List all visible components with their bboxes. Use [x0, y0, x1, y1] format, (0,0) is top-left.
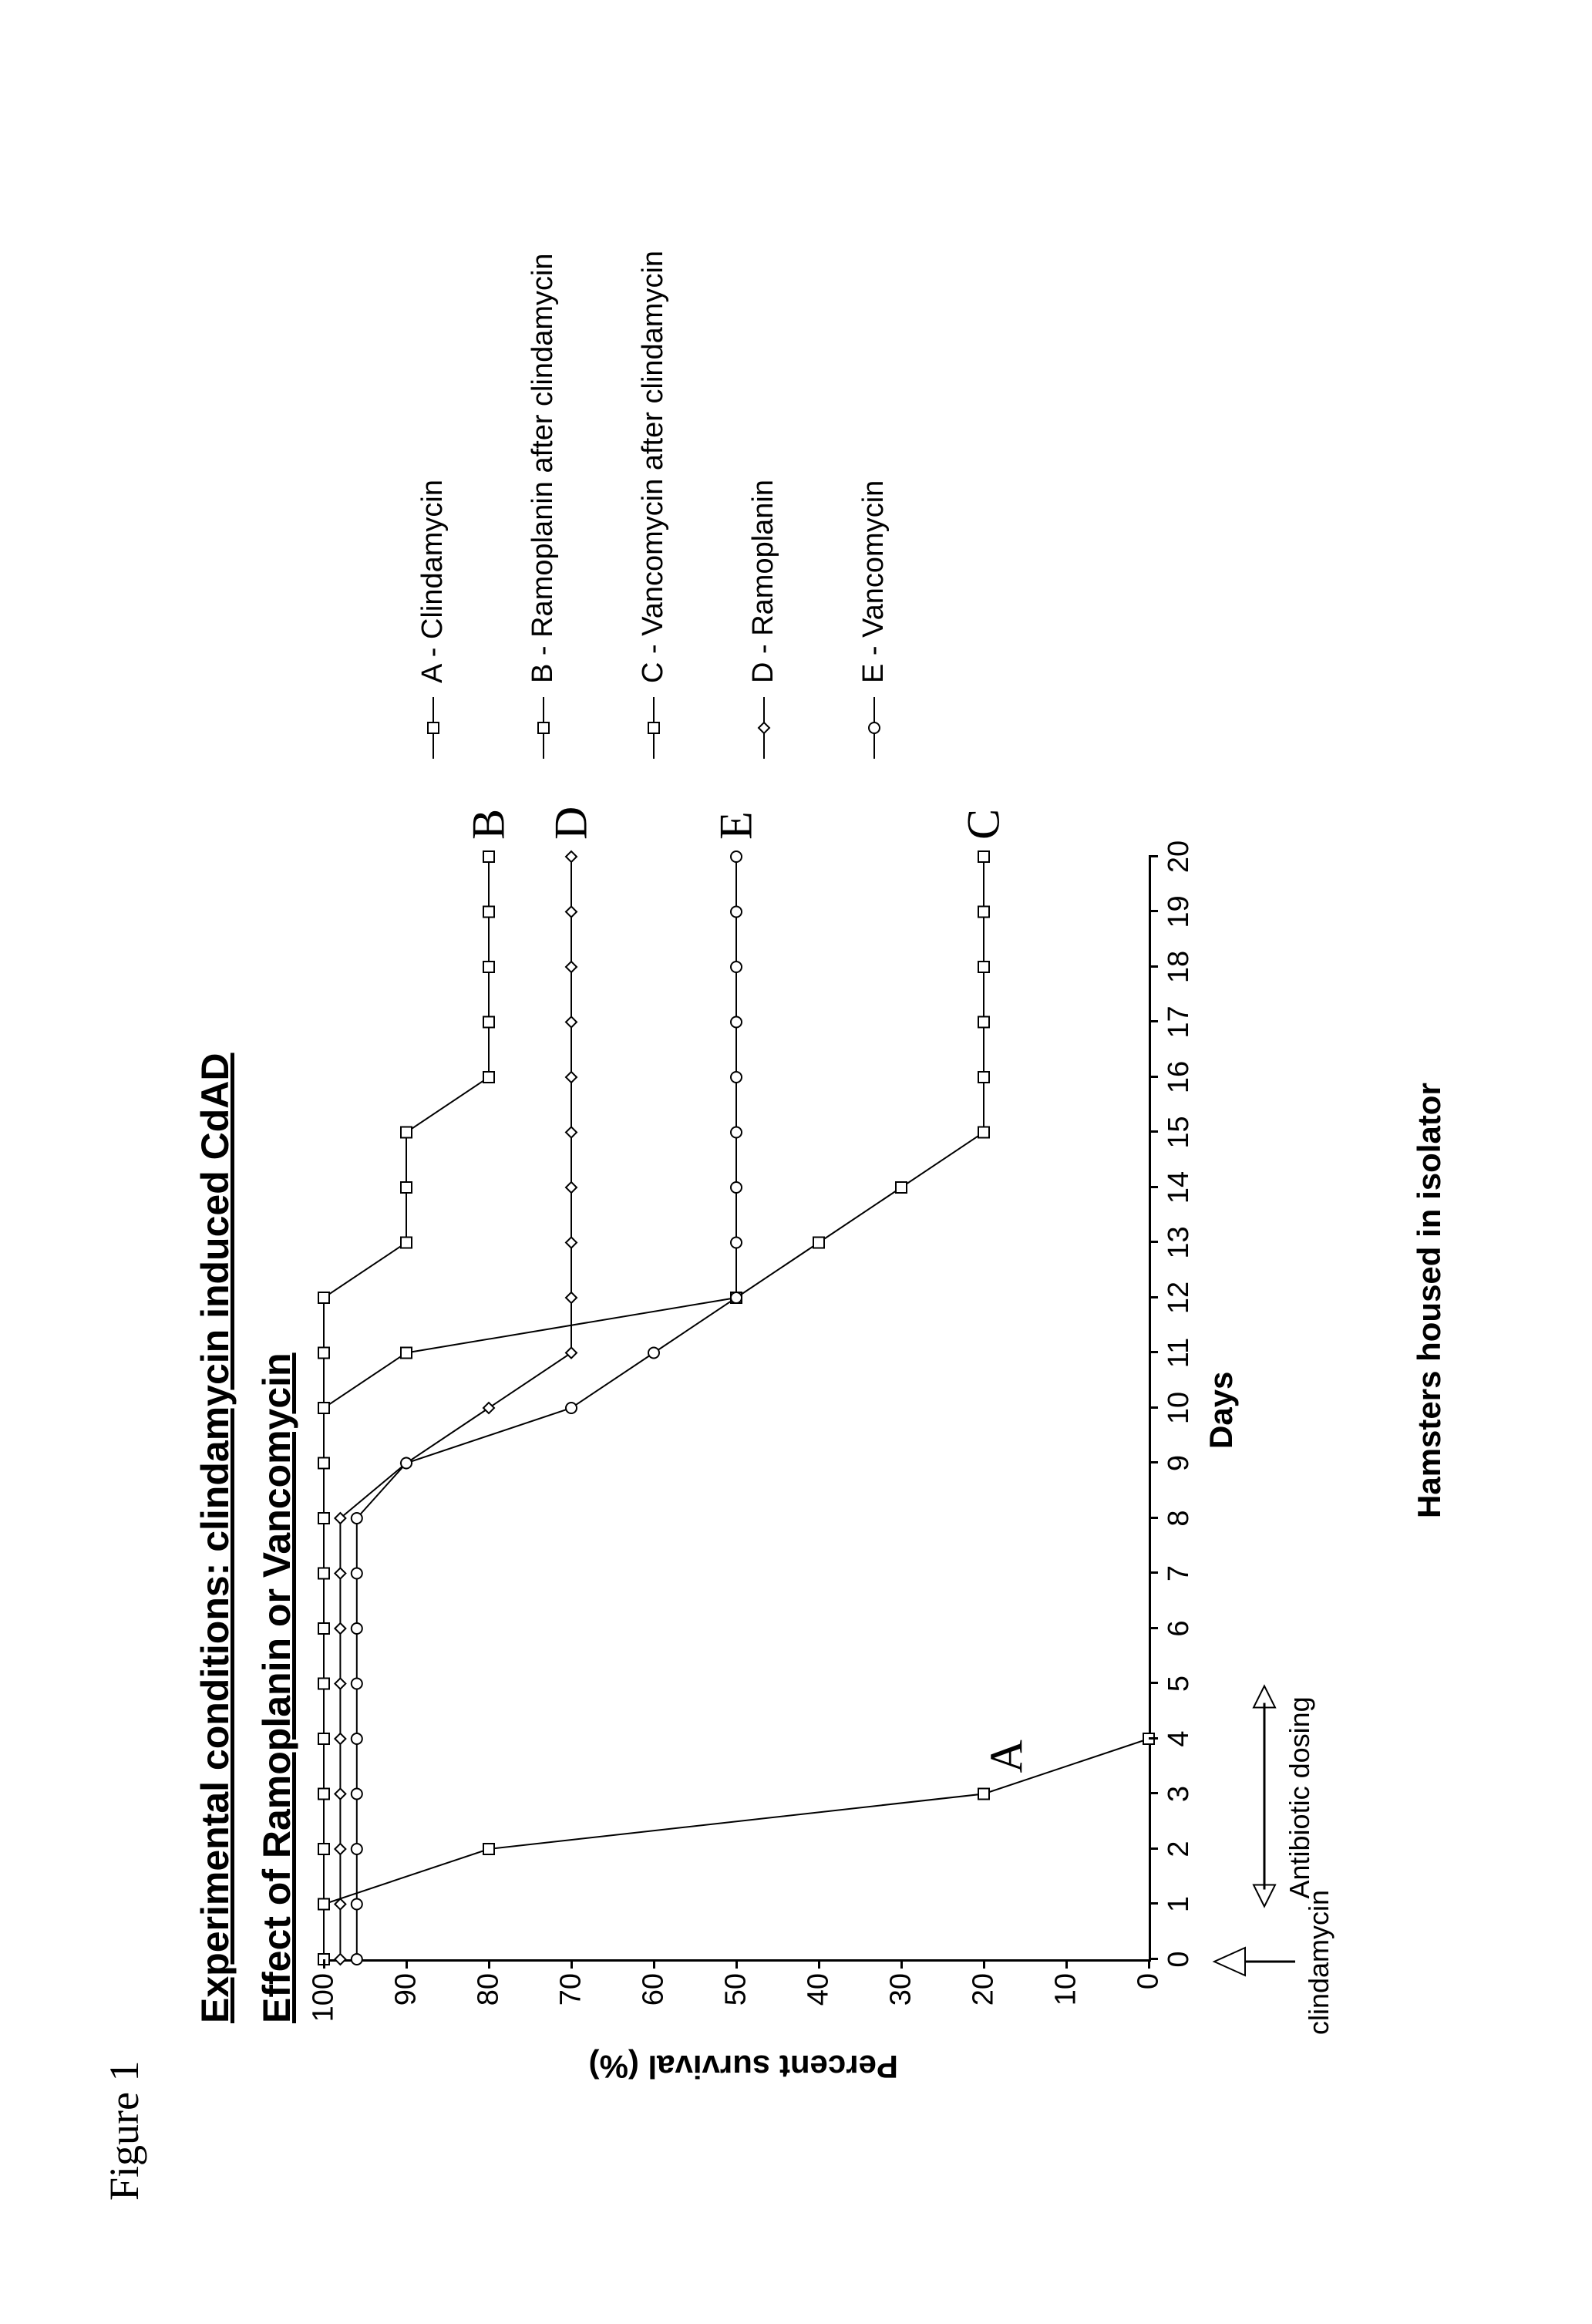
legend-item: D - Ramoplanin	[747, 251, 780, 759]
series-end-label: D	[545, 807, 598, 840]
legend-swatch-icon	[645, 697, 663, 759]
clindamycin-annotation: clindamycin	[1303, 1890, 1335, 2035]
legend-item: B - Ramoplanin after clindamycin	[527, 251, 560, 759]
legend-swatch-icon	[865, 697, 884, 759]
antibiotic-dosing-range-icon	[1254, 1686, 1275, 1907]
legend-label: C - Vancomycin after clindamycin	[637, 251, 670, 683]
antibiotic-dosing-annotation: Antibiotic dosing	[1284, 1696, 1316, 1898]
legend-swatch-icon	[424, 697, 443, 759]
series-end-label: B	[463, 809, 516, 840]
legend-item: A - Clindamycin	[416, 251, 449, 759]
legend-swatch-icon	[534, 697, 553, 759]
series-end-label: C	[958, 809, 1011, 840]
legend-label: E - Vancomycin	[857, 480, 890, 683]
legend-label: D - Ramoplanin	[747, 480, 780, 683]
legend: A - Clindamycin B - Ramoplanin after clin…	[416, 251, 968, 759]
legend-item: E - Vancomycin	[857, 251, 890, 759]
legend-item: C - Vancomycin after clindamycin	[637, 251, 670, 759]
legend-label: A - Clindamycin	[416, 480, 449, 683]
series-end-label: E	[710, 811, 763, 840]
bottom-caption: Hamsters housed in isolator	[1411, 1083, 1448, 1518]
clindamycin-arrow-icon	[1214, 1948, 1295, 1975]
legend-swatch-icon	[755, 697, 773, 759]
series-end-label: A	[981, 1740, 1034, 1773]
page: Figure 1 Experimental conditions: clinda…	[0, 732, 1592, 2324]
figure-canvas: Figure 1 Experimental conditions: clinda…	[0, 0, 1592, 2324]
legend-label: B - Ramoplanin after clindamycin	[527, 253, 560, 683]
